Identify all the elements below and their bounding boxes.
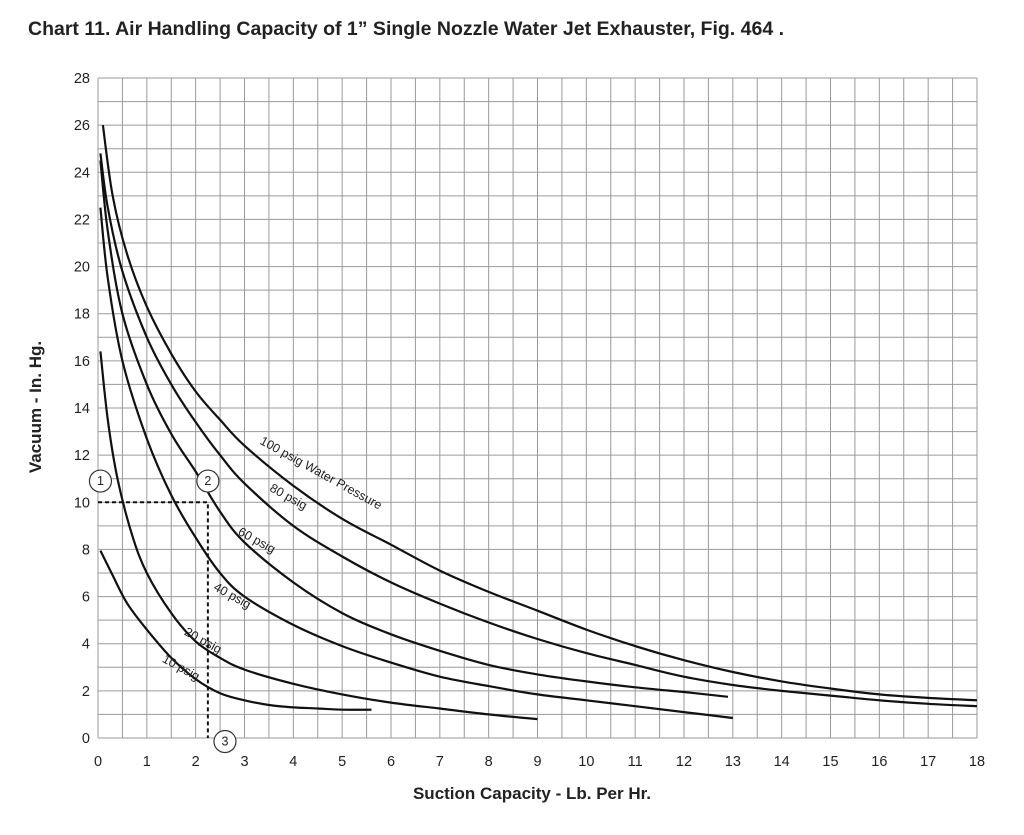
x-tick-label: 3: [240, 754, 248, 770]
y-tick-label: 22: [74, 212, 90, 228]
x-tick-label: 15: [822, 754, 838, 770]
x-tick-label: 8: [485, 754, 493, 770]
marker-label: 3: [221, 735, 228, 749]
x-tick-label: 5: [338, 754, 346, 770]
y-tick-label: 18: [74, 307, 90, 323]
x-tick-label: 0: [94, 754, 102, 770]
y-tick-label: 28: [74, 71, 90, 87]
y-tick-label: 26: [74, 118, 90, 134]
x-tick-label: 16: [871, 754, 887, 770]
annotations: 1 2 3: [88, 469, 237, 754]
x-tick-label: 6: [387, 754, 395, 770]
marker-circle: [196, 469, 220, 493]
x-tick-label: 4: [289, 754, 297, 770]
series-line-80-psig: [99, 153, 978, 708]
marker-label: 1: [97, 474, 104, 488]
y-tick-label: 16: [74, 354, 90, 370]
y-tick-label: 10: [74, 495, 90, 511]
y-tick-label: 8: [82, 542, 90, 558]
x-tick-labels: 0 1 2 3 4 5 6 7 8 9 10 11 12 13 14 15 16 17 18: [94, 754, 985, 770]
grid: [97, 77, 978, 739]
marker-3: 3: [213, 729, 237, 754]
x-tick-label: 9: [533, 754, 541, 770]
y-tick-label: 2: [82, 684, 90, 700]
x-tick-label: 14: [774, 754, 790, 770]
x-tick-label: 17: [920, 754, 936, 770]
x-tick-label: 2: [192, 754, 200, 770]
x-tick-label: 11: [628, 754, 643, 770]
series-label-20-psig: 20 psig: [182, 625, 224, 657]
marker-label: 2: [204, 474, 211, 488]
marker-2: 2: [196, 469, 220, 493]
marker-circle: [88, 469, 113, 493]
series-label-80-psig: 80 psig: [267, 481, 309, 513]
series-lines: [99, 124, 978, 721]
y-tick-label: 0: [82, 731, 90, 747]
dashed-guide-line: [98, 501, 209, 738]
y-tick-label: 4: [82, 637, 90, 653]
series-line-60-psig: [99, 160, 729, 698]
y-tick-label: 24: [74, 165, 90, 181]
x-tick-label: 1: [143, 754, 151, 770]
y-tick-label: 14: [74, 401, 90, 417]
x-axis-label: Suction Capacity - Lb. Per Hr.: [412, 784, 652, 803]
x-tick-label: 18: [969, 754, 985, 770]
marker-1: 1: [88, 469, 113, 493]
series-line-20-psig: [99, 351, 538, 721]
series-line-10-psig: [99, 550, 372, 711]
x-tick-label: 13: [725, 754, 741, 770]
series-line-100-psig-water-pressure: [101, 124, 978, 702]
series-line-40-psig: [99, 207, 733, 720]
y-tick-label: 20: [74, 260, 90, 276]
x-tick-label: 10: [578, 754, 594, 770]
y-tick-label: 6: [82, 590, 90, 606]
x-tick-label: 12: [676, 754, 692, 770]
marker-circle: [213, 729, 237, 754]
chart-title: Chart 11. Air Handling Capacity of 1” Si…: [28, 18, 785, 40]
y-tick-label: 12: [74, 448, 90, 464]
x-tick-label: 7: [436, 754, 444, 770]
series-label-40-psig: 40 psig: [211, 580, 253, 612]
